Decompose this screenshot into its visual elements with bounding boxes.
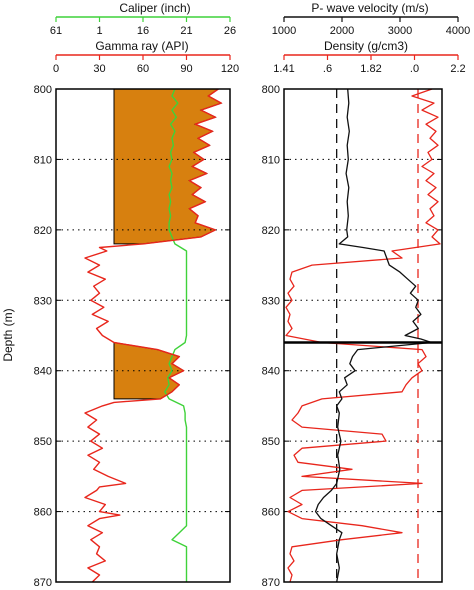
depth-tick-label: 870 xyxy=(34,577,52,589)
depth-tick-label: 840 xyxy=(34,366,52,378)
gamma-tick-label: 90 xyxy=(180,63,192,75)
gamma-axis-ticks: 0 30 60 90 120 xyxy=(53,54,239,75)
depth-tick-label: 820 xyxy=(34,225,52,237)
right-plot-area xyxy=(283,88,443,583)
depth-tick-label: 840 xyxy=(262,366,280,378)
gamma-axis-title: Gamma ray (API) xyxy=(95,39,188,53)
density-tick-label: .6 xyxy=(323,63,332,75)
caliper-tick-label: 1 xyxy=(96,25,102,37)
right-header: P- wave velocity (m/s) Density (g/cm3) xyxy=(311,1,428,53)
right-plot-frame xyxy=(283,88,443,583)
gamma-curve xyxy=(84,88,222,583)
density-axis-title: Density (g/cm3) xyxy=(324,39,408,53)
velocity-tick-label: 4000 xyxy=(446,25,470,37)
depth-tick-label: 800 xyxy=(34,84,52,96)
left-header: Caliper (inch) Gamma ray (API) xyxy=(95,1,190,53)
depth-tick-label: 870 xyxy=(262,577,280,589)
caliper-tick-label: 21 xyxy=(180,25,192,37)
depth-tick-label: 860 xyxy=(262,507,280,519)
density-axis-ticks: 1.41 .6 1.82 .0 2.2 xyxy=(273,54,466,75)
density-tick-label: 1.82 xyxy=(360,63,381,75)
depth-tick-label: 800 xyxy=(262,84,280,96)
gamma-tick-label: 0 xyxy=(53,63,59,75)
depth-tick-label: 830 xyxy=(34,295,52,307)
depth-tick-label: 810 xyxy=(262,154,280,166)
gamma-tick-label: 120 xyxy=(221,63,239,75)
density-curve xyxy=(285,88,441,583)
depth-tick-label: 850 xyxy=(34,436,52,448)
depth-tick-label: 810 xyxy=(34,154,52,166)
caliper-tick-label: 16 xyxy=(137,25,149,37)
velocity-axis-title: P- wave velocity (m/s) xyxy=(311,1,428,15)
caliper-curve xyxy=(164,88,188,582)
velocity-tick-label: 3000 xyxy=(388,25,412,37)
right-depth-axis-ticks: 800 810 820 830 840 850 860 870 xyxy=(262,84,442,589)
depth-tick-label: 850 xyxy=(262,436,280,448)
caliper-axis-ticks: 61 1 16 21 26 xyxy=(50,16,236,37)
caliper-tick-label: 61 xyxy=(50,25,62,37)
velocity-axis-ticks: 1000 2000 3000 4000 xyxy=(272,16,470,37)
left-plot-area xyxy=(55,88,231,583)
caliper-axis-title: Caliper (inch) xyxy=(119,1,190,15)
density-tick-label: .0 xyxy=(410,63,419,75)
depth-tick-label: 820 xyxy=(262,225,280,237)
gamma-tick-label: 60 xyxy=(137,63,149,75)
gamma-tick-label: 30 xyxy=(93,63,105,75)
velocity-tick-label: 2000 xyxy=(330,25,354,37)
left-plot-frame xyxy=(55,88,231,583)
caliper-tick-label: 26 xyxy=(224,25,236,37)
velocity-tick-label: 1000 xyxy=(272,25,296,37)
density-tick-label: 2.2 xyxy=(450,63,465,75)
depth-axis-title: Depth (m) xyxy=(1,308,15,361)
depth-tick-label: 830 xyxy=(262,295,280,307)
depth-tick-label: 860 xyxy=(34,507,52,519)
velocity-curve xyxy=(314,88,433,583)
density-tick-label: 1.41 xyxy=(273,63,294,75)
